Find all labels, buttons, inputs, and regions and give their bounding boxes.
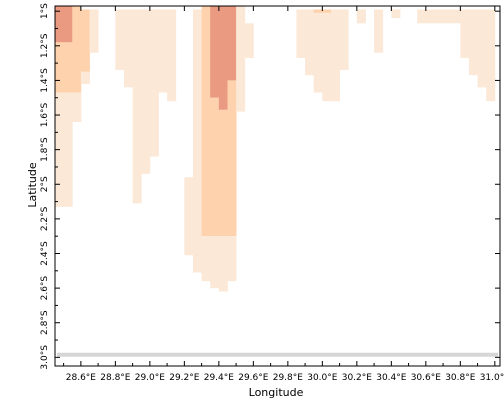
data-cell-level-1 — [123, 9, 134, 88]
plot-frame — [54, 5, 501, 367]
x-tick-label: 28.8°E — [100, 373, 131, 383]
data-cell-level-1 — [322, 12, 332, 102]
x-tick-label: 29.6°E — [238, 373, 269, 383]
x-tick-label: 29.8°E — [273, 373, 304, 383]
y-tick-label: 1°S — [40, 3, 50, 19]
x-tick-label: 30.2°E — [342, 373, 373, 383]
x-tick-label: 29.2°E — [169, 373, 200, 383]
data-cell-level-1 — [339, 9, 349, 71]
data-cell-level-1 — [443, 9, 453, 24]
x-tick-label: 31.0°E — [480, 373, 504, 383]
data-cell-level-1 — [356, 9, 366, 24]
data-cell-level-1 — [227, 236, 237, 282]
x-tick-label: 28.6°E — [66, 373, 97, 383]
data-cell-level-1 — [218, 236, 228, 292]
y-axis-label: Latitude — [26, 162, 39, 208]
data-cell-level-1 — [468, 9, 478, 76]
data-cell-level-1 — [141, 9, 151, 174]
data-cell-level-1 — [192, 9, 202, 273]
data-cell-level-2 — [63, 42, 73, 93]
data-cell-level-1 — [374, 9, 384, 53]
data-cell-level-1 — [149, 9, 159, 157]
data-cell-level-2 — [80, 9, 90, 72]
data-cell-level-3 — [63, 6, 73, 43]
data-cell-level-1 — [201, 236, 211, 282]
y-tick-label: 2.4°S — [40, 241, 50, 266]
x-tick-label: 30.6°E — [411, 373, 442, 383]
data-cell-level-3 — [55, 6, 65, 43]
data-cell-level-1 — [486, 9, 496, 102]
y-tick-label: 2.8°S — [40, 310, 50, 335]
data-cell-level-1 — [132, 9, 142, 204]
y-tick-label: 2.6°S — [40, 276, 50, 301]
data-cell-level-3 — [227, 6, 237, 81]
data-cell-level-1 — [313, 12, 323, 93]
x-tick-label: 30.4°E — [376, 373, 407, 383]
data-cell-level-1 — [72, 92, 82, 122]
data-cell-level-3 — [218, 6, 228, 110]
data-cell-level-1 — [158, 9, 168, 93]
data-cell-level-1 — [434, 9, 444, 24]
x-tick-label: 29.0°E — [135, 373, 166, 383]
data-cell-level-1 — [460, 9, 470, 58]
data-cells-layer — [55, 6, 496, 292]
x-tick-label: 30.8°E — [445, 373, 476, 383]
x-tick-label: 29.4°E — [204, 373, 235, 383]
data-cell-level-1 — [417, 9, 427, 24]
data-cell-level-1 — [451, 9, 461, 24]
y-tick-label: 1.2°S — [40, 33, 50, 58]
x-axis-label: Longitude — [249, 386, 304, 399]
data-cell-level-1 — [184, 177, 194, 256]
data-cell-level-2 — [72, 6, 82, 93]
data-cell-level-2 — [210, 97, 220, 237]
data-cell-level-1 — [425, 9, 435, 24]
data-cell-level-1 — [236, 6, 246, 112]
data-cell-level-3 — [210, 6, 220, 98]
data-cell-level-2 — [55, 42, 65, 93]
data-cell-level-2 — [313, 9, 323, 13]
data-cell-level-1 — [63, 92, 73, 207]
y-tick-label: 1.6°S — [40, 102, 50, 127]
data-cell-level-1 — [80, 71, 90, 84]
data-cell-level-1 — [330, 9, 340, 102]
x-axis: 28.6°E 28.8°E 29.0°E 29.2°E 29.4°E 29.6°E 29.8… — [63, 6, 504, 383]
data-cell-level-2 — [218, 109, 228, 237]
x-tick-label: 30.0°E — [307, 373, 338, 383]
y-tick-label: 1.4°S — [40, 68, 50, 93]
y-tick-label: 1.8°S — [40, 137, 50, 162]
data-cell-level-2 — [322, 9, 332, 13]
data-cell-level-2 — [201, 6, 211, 237]
y-tick-label: 2°S — [40, 176, 50, 192]
data-cell-level-1 — [210, 236, 220, 289]
data-cell-level-1 — [89, 9, 99, 53]
y-tick-label: 3.0°S — [40, 345, 50, 370]
data-cell-level-1 — [477, 9, 487, 88]
y-tick-label: 2.2°S — [40, 206, 50, 231]
y-axis: 1°S 1.2°S 1.4°S 1.6°S 1.8°S 2°S 2.2°S 2.4°S 2.6°… — [40, 3, 500, 370]
data-cell-level-1 — [391, 9, 401, 19]
data-cell-level-2 — [227, 80, 237, 237]
data-cell-level-1 — [296, 9, 306, 58]
region-boundary-line — [57, 352, 498, 357]
data-cell-level-1 — [115, 9, 125, 71]
data-cell-level-1 — [305, 9, 315, 76]
data-cell-level-1 — [244, 23, 254, 58]
data-cell-level-1 — [167, 9, 177, 102]
